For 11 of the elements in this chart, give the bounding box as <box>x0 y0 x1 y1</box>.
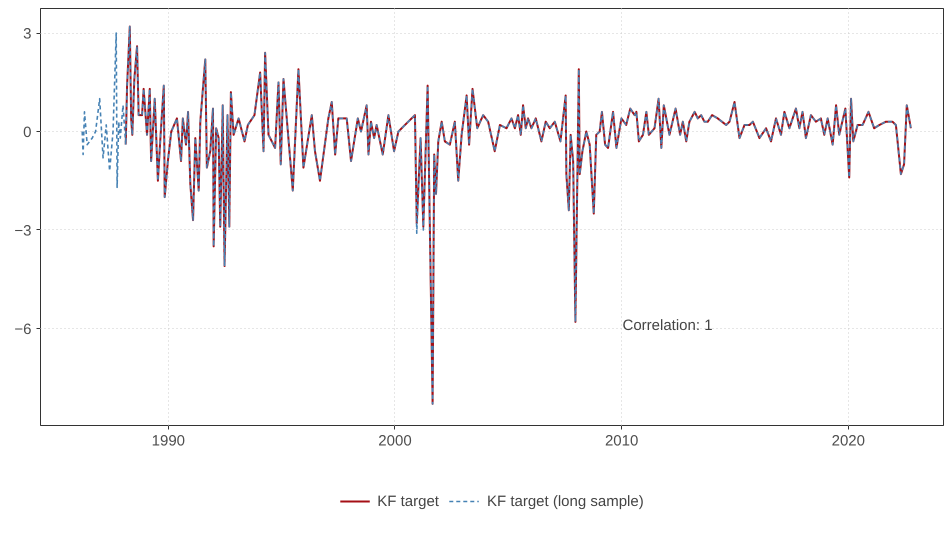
y-tick-label: −6 <box>14 320 32 338</box>
x-tick-label: 2010 <box>604 432 638 450</box>
legend-label: KF target <box>377 492 439 510</box>
x-tick-label: 2000 <box>378 432 412 450</box>
x-tick-label: 1990 <box>152 432 186 450</box>
x-tick-label: 2020 <box>832 432 865 450</box>
y-tick-label: 0 <box>23 124 32 142</box>
y-tick-label: 3 <box>23 26 32 43</box>
annotation: Correlation: 1 <box>622 317 713 334</box>
y-tick-label: −3 <box>14 222 32 240</box>
legend-label: KF target (long sample) <box>486 492 644 510</box>
